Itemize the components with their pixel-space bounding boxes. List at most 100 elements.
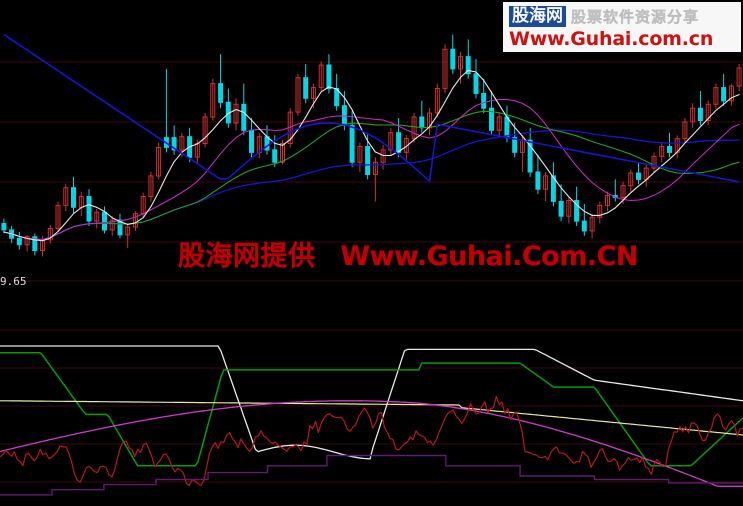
candle-body-up [156, 147, 162, 177]
candle-body-up [233, 103, 239, 124]
candle-body-down [558, 201, 564, 217]
candle-body-up [458, 56, 463, 70]
indicator-red-line [0, 395, 743, 486]
candle-body-down [667, 146, 672, 153]
candle-body-down [527, 139, 533, 173]
candle-body-down [249, 129, 254, 153]
candle-body-up [705, 103, 711, 122]
candle-body-up [736, 67, 742, 87]
indicator-green-line [0, 352, 743, 467]
candle-body-up [651, 155, 657, 169]
candle-body-up [728, 85, 734, 102]
center-watermark-text: 股海网提供 Www.Guhai.Com.CN [178, 234, 639, 273]
logo-top-row: 股海网 股票软件资源分享 [509, 5, 737, 28]
candle-body-up [605, 195, 610, 206]
candle-body-up [24, 236, 30, 246]
candle-body-up [411, 116, 417, 140]
logo-badge-text: 股海网 [509, 6, 566, 27]
logo-url-text: Www.Guhai.com.cn [509, 28, 714, 50]
candle-body-up [132, 213, 138, 228]
candle-body-up [589, 216, 595, 232]
candle-body-down [171, 137, 177, 151]
candle-body-down [303, 77, 309, 99]
candle-body-down [86, 196, 92, 222]
candle-body-up [179, 136, 185, 151]
candle-body-up [628, 172, 634, 187]
candle-body-up [310, 87, 316, 99]
candle-body-up [372, 161, 378, 175]
indicator-chart-canvas[interactable] [0, 320, 743, 506]
candle-body-up [380, 149, 386, 163]
candle-body-up [55, 204, 61, 229]
candle-body-up [148, 175, 154, 197]
candle-body-down [102, 211, 107, 231]
candle-body-up [357, 146, 363, 163]
candle-body-up [125, 226, 131, 236]
candle-body-down [535, 171, 541, 190]
candle-body-up [434, 88, 440, 114]
candle-body-down [581, 220, 587, 232]
candle-body-up [713, 87, 719, 105]
candle-body-up [682, 121, 688, 140]
ma-magenta-line [3, 98, 740, 241]
candle-body-down [349, 124, 355, 163]
ma-white-line [3, 69, 740, 242]
center-watermark-url: Www.Guhai.Com.CN [340, 241, 639, 272]
guhai-logo-watermark: 股海网 股票软件资源分享 Www.Guhai.com.cn [503, 2, 741, 52]
center-watermark-cn: 股海网提供 [178, 241, 316, 272]
candle-body-down [272, 149, 278, 163]
candle-body-down [550, 175, 556, 202]
candle-body-up [597, 204, 603, 218]
candle-body-up [280, 143, 285, 163]
candle-body-down [396, 132, 402, 153]
candle-body-down [636, 172, 641, 180]
candle-body-up [690, 107, 696, 123]
candle-body-up [47, 228, 53, 241]
ma-blue-long-line [3, 33, 740, 183]
candle-body-down [504, 116, 510, 139]
candle-body-down [365, 146, 371, 175]
candle-body-down [473, 73, 479, 94]
candle-body-down [218, 83, 224, 103]
candle-body-up [210, 83, 216, 118]
candle-body-down [71, 187, 76, 208]
candle-body-down [326, 64, 332, 90]
candle-body-down [574, 200, 580, 222]
candle-body-down [450, 48, 456, 70]
candle-body-up [109, 219, 115, 231]
candle-body-up [388, 132, 394, 151]
candle-body-up [543, 175, 549, 190]
indicator-yellow-line [0, 400, 743, 436]
indicator-white-line [0, 345, 743, 460]
candle-body-up [496, 116, 502, 131]
candle-body-down [481, 93, 487, 109]
candle-body-up [620, 185, 626, 198]
candle-body-up [442, 48, 448, 90]
candle-body-down [512, 137, 518, 153]
logo-tagline-text: 股票软件资源分享 [571, 8, 700, 26]
candle-body-up [63, 187, 69, 206]
indicator-purple-step-line [0, 454, 743, 496]
candle-body-up [94, 211, 100, 222]
candle-body-down [1, 223, 7, 231]
indicator-chart-panel[interactable] [0, 320, 743, 506]
price-chart-canvas[interactable] [0, 0, 743, 296]
candle-body-up [318, 64, 324, 89]
candle-body-down [341, 105, 347, 126]
candle-body-down [241, 103, 247, 131]
price-axis-label: 9.65 [0, 275, 27, 288]
candle-body-down [489, 107, 494, 131]
candle-body-down [32, 236, 38, 252]
candle-body-down [697, 107, 703, 121]
candle-body-down [419, 116, 425, 129]
candle-body-up [295, 77, 301, 113]
candle-body-up [659, 146, 665, 157]
candle-body-up [566, 200, 572, 217]
candle-body-down [16, 237, 22, 246]
candle-body-down [117, 219, 123, 236]
candle-body-up [202, 116, 208, 144]
indicator-magenta-line [0, 400, 743, 487]
candle-body-down [721, 87, 727, 102]
candle-body-down [465, 56, 471, 75]
